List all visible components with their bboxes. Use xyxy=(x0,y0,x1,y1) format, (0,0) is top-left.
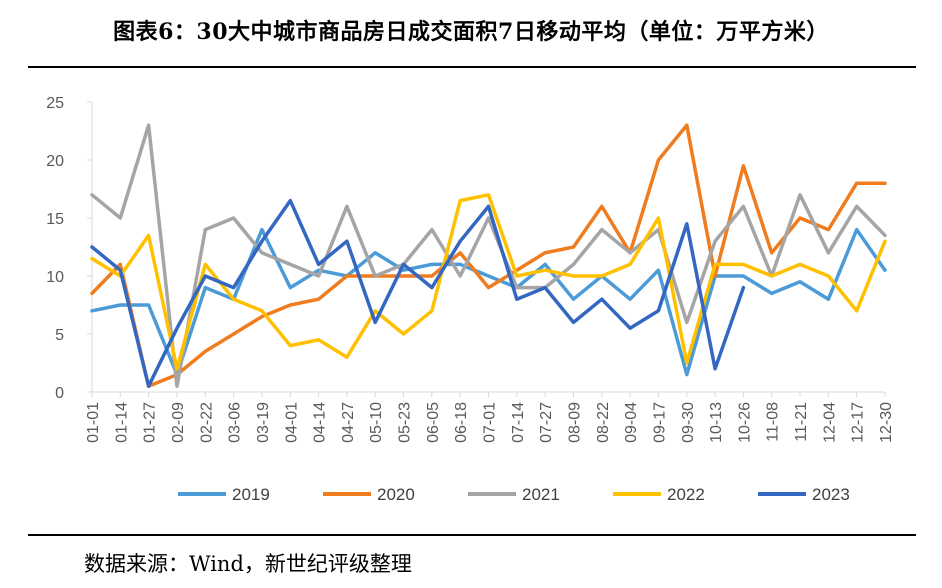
chart-title: 图表6：30大中城市商品房日成交面积7日移动平均（单位：万平方米） xyxy=(113,19,829,45)
y-tick-label: 25 xyxy=(46,95,64,112)
x-tick-label: 02-22 xyxy=(198,402,215,443)
x-tick-label: 03-19 xyxy=(255,402,272,443)
x-tick-label: 08-22 xyxy=(595,402,612,443)
legend-label-2022: 2022 xyxy=(667,485,705,504)
series-line-2019 xyxy=(90,227,887,377)
x-tick-label: 07-27 xyxy=(538,402,555,443)
x-tick-label: 01-27 xyxy=(142,402,159,443)
y-tick-label: 15 xyxy=(46,211,64,228)
x-tick-label: 04-27 xyxy=(340,402,357,443)
series-line-2022 xyxy=(90,193,887,371)
x-tick-label: 01-14 xyxy=(113,402,130,443)
x-tick-label: 04-01 xyxy=(283,402,300,443)
x-tick-label: 05-10 xyxy=(368,402,385,443)
chart-axes: 0 5 10 15 20 25 01-01 01-14 01-27 02-09 02-22 03-06… xyxy=(46,95,895,443)
legend-label-2019: 2019 xyxy=(232,485,270,504)
x-tick-label: 10-13 xyxy=(708,402,725,443)
x-tick-label: 09-17 xyxy=(651,402,668,443)
bottom-rule xyxy=(28,534,916,536)
x-tick-label: 08-09 xyxy=(566,402,583,443)
x-tick-label: 10-26 xyxy=(736,402,753,443)
y-tick-label: 20 xyxy=(46,153,64,170)
x-tick-label: 05-23 xyxy=(397,402,414,443)
x-tick-label: 09-30 xyxy=(680,402,697,443)
chart-series xyxy=(90,123,887,388)
x-tick-label: 01-01 xyxy=(85,402,102,443)
x-tick-label: 02-09 xyxy=(170,402,187,443)
series-line-2023 xyxy=(90,198,746,388)
x-tick-label: 12-17 xyxy=(850,402,867,443)
y-tick-label: 5 xyxy=(55,327,64,344)
x-tick-label: 06-18 xyxy=(453,402,470,443)
x-tick-label: 11-08 xyxy=(765,402,782,442)
y-tick-label: 10 xyxy=(46,269,64,286)
x-tick-label: 03-06 xyxy=(227,402,244,443)
x-tick-label: 07-14 xyxy=(510,402,527,443)
source-note: 数据来源：Wind，新世纪评级整理 xyxy=(84,552,412,576)
x-tick-label: 04-14 xyxy=(312,402,329,443)
legend-label-2021: 2021 xyxy=(522,485,560,504)
legend-label-2023: 2023 xyxy=(812,485,850,504)
x-tick-label: 11-21 xyxy=(793,402,810,442)
series-line-2020 xyxy=(90,123,887,388)
legend-label-2020: 2020 xyxy=(377,485,415,504)
chart-legend: 2019 2020 2021 2022 2023 xyxy=(178,485,850,504)
x-tick-label: 12-30 xyxy=(878,402,895,443)
series-line-2021 xyxy=(90,123,887,388)
y-tick-label: 0 xyxy=(55,385,64,402)
x-tick-label: 12-04 xyxy=(821,402,838,443)
x-tick-label: 09-04 xyxy=(623,402,640,443)
x-tick-label: 06-05 xyxy=(425,402,442,443)
top-rule xyxy=(28,66,916,68)
x-tick-label: 07-01 xyxy=(482,402,499,443)
